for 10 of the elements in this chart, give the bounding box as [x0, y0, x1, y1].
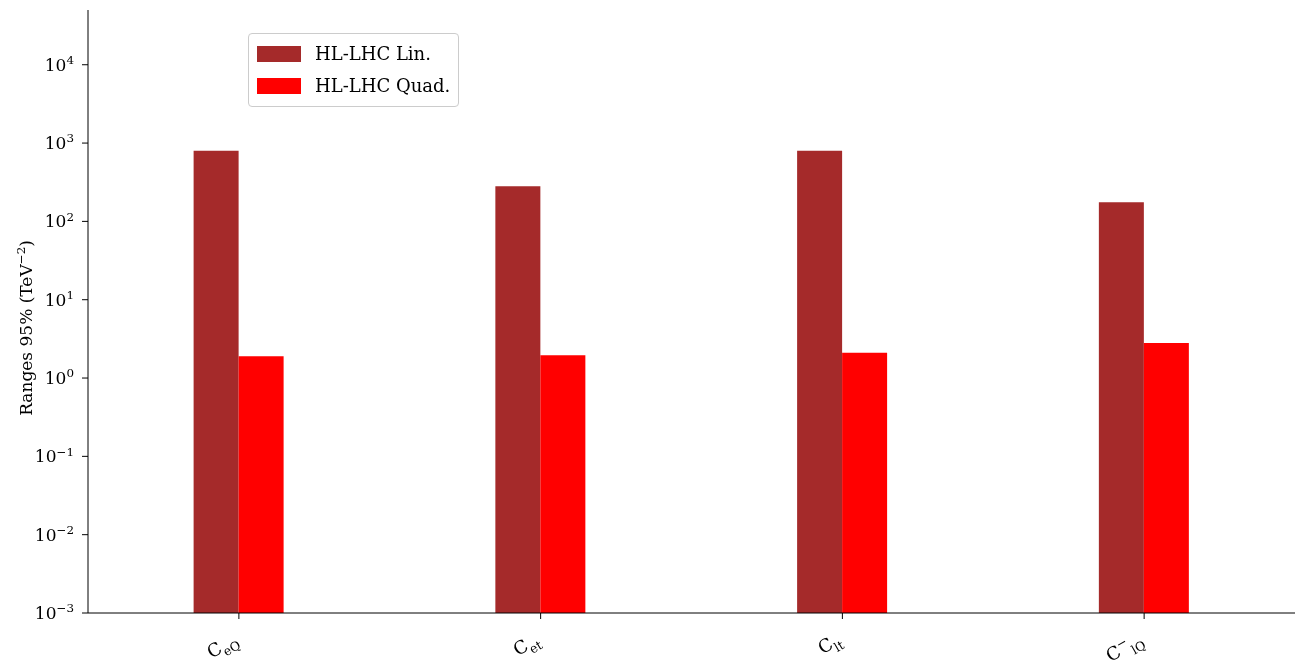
y-tick-label: 10$^{0}$ — [44, 366, 74, 389]
y-tick-label: 10$^{−3}$ — [34, 601, 74, 623]
y-tick-label: 10$^{−2}$ — [34, 522, 74, 545]
y-tick-label: 10$^{−1}$ — [34, 444, 74, 467]
y-tick-label: 10$^{1}$ — [44, 287, 74, 310]
legend-label: HL-LHC Quad. — [314, 74, 451, 98]
y-tick-label: 10$^{4}$ — [44, 52, 74, 75]
y-tick-label: 10$^{2}$ — [44, 209, 74, 232]
legend-label: HL-LHC Lin. — [314, 42, 432, 66]
y-tick-label: 10$^{3}$ — [44, 131, 74, 154]
